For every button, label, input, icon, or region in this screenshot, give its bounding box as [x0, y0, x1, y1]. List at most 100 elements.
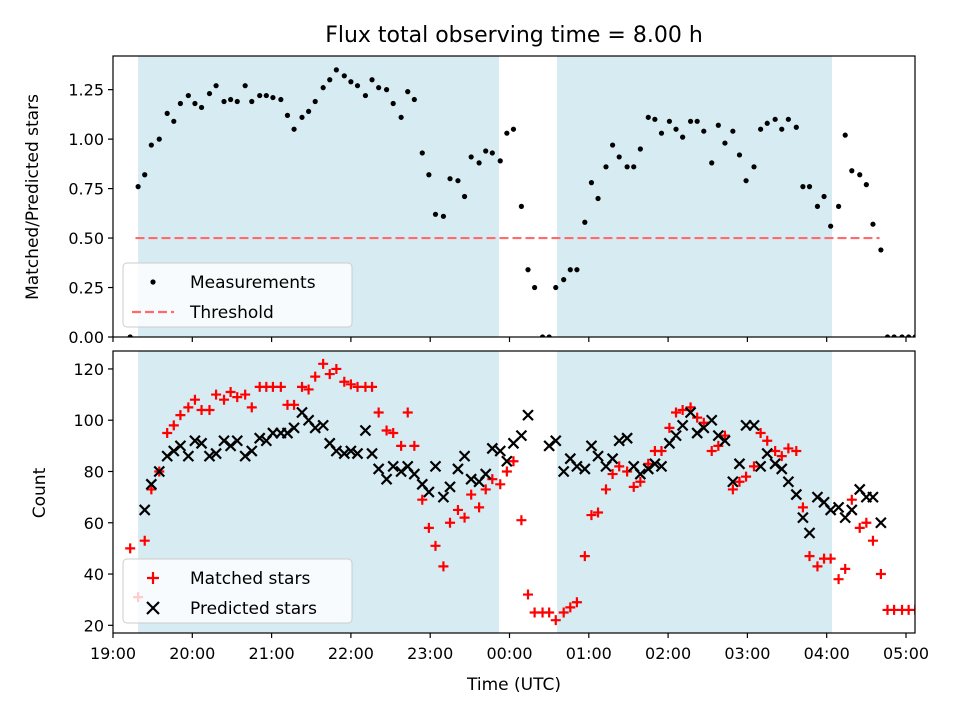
top-y-tick-label: 0.00 [68, 328, 104, 347]
matched-star-point [423, 522, 434, 533]
legend-label: Predicted stars [190, 599, 317, 619]
measurement-point [320, 85, 326, 91]
matched-star-point [501, 466, 512, 477]
top-shaded-interval [557, 56, 832, 337]
measurement-point [127, 334, 133, 337]
measurement-point [198, 104, 205, 111]
measurement-point [715, 122, 721, 128]
matched-star-point [373, 407, 384, 418]
measurement-point [793, 124, 799, 130]
predicted-star-point [549, 434, 562, 447]
matched-star-point [396, 440, 407, 451]
measurement-point [468, 154, 474, 160]
x-tick-label: 20:00 [169, 644, 215, 663]
measurement-point [609, 142, 616, 148]
matched-star-point [719, 430, 730, 441]
matched-star-point [925, 605, 935, 615]
measurement-point [637, 146, 643, 152]
predicted-star-point [452, 463, 464, 475]
measurement-point [234, 98, 240, 105]
measurement-point [327, 77, 333, 83]
measurement-point [821, 193, 827, 200]
measurement-point [645, 114, 651, 120]
measurement-point [164, 110, 170, 116]
measurement-point [687, 118, 694, 124]
matched-star-point [175, 410, 186, 421]
top-panel-ratio: 0.00 0.25 0.50 0.75 1.00 1.25 Measurements Thre… [68, 55, 916, 347]
predicted-star-point [182, 450, 195, 462]
measurement-point [148, 142, 154, 148]
measurement-point [504, 130, 510, 136]
measurement-point [764, 120, 770, 126]
predicted-star-point [621, 432, 633, 444]
chart-title: Flux total observing time = 8.00 h [325, 23, 703, 48]
matched-star-point [600, 484, 611, 495]
matched-star-point [565, 602, 576, 613]
matched-star-point [409, 440, 420, 451]
predicted-star-point [705, 414, 718, 426]
x-tick-label: 00:00 [486, 644, 532, 663]
measurement-point [440, 213, 447, 219]
matched-star-point [275, 381, 286, 392]
measurement-point [489, 150, 495, 156]
legend-measurements-marker [150, 279, 156, 285]
measurement-point [354, 83, 361, 89]
matched-star-point [755, 428, 766, 439]
matched-star-point [246, 402, 257, 413]
measurement-point [553, 284, 559, 291]
measurement-point [376, 85, 382, 91]
matched-star-point [749, 461, 760, 472]
predicted-star-point [231, 434, 244, 447]
top-axes-frame [112, 55, 916, 338]
matched-star-point [452, 504, 463, 515]
measurement-point [631, 164, 637, 170]
matched-star-point [586, 510, 597, 521]
top-y-tick-label: 0.75 [68, 180, 104, 199]
measurement-point [532, 284, 538, 291]
legend-predicted-marker [146, 601, 160, 615]
matched-star-point [741, 471, 752, 482]
predicted-star-point [557, 465, 570, 478]
matched-star-point [685, 402, 696, 413]
legend-matched-marker [147, 572, 159, 584]
measurement-point [652, 116, 658, 122]
predicted-star-point [501, 455, 513, 468]
matched-star-point [430, 540, 441, 551]
measurement-point [709, 160, 715, 166]
matched-star-point [854, 522, 865, 533]
measurement-point [658, 130, 665, 136]
measurement-point [835, 203, 842, 209]
measurement-point [694, 118, 700, 124]
matched-star-point [219, 394, 230, 405]
matched-star-point [918, 605, 928, 615]
bottom-y-tick-label: 120 [73, 360, 104, 379]
predicted-star-point [288, 422, 300, 434]
measurement-point [228, 96, 234, 103]
matched-star-point [571, 597, 582, 608]
x-tick-label: 05:00 [883, 644, 929, 663]
measurement-point [299, 114, 305, 120]
predicted-star-point [790, 488, 803, 501]
matched-star-point [846, 494, 857, 505]
predicted-star-point [782, 475, 795, 488]
measurement-point [270, 94, 276, 101]
measurement-point [341, 73, 347, 79]
measurement-point [800, 184, 806, 190]
predicted-star-point [138, 504, 151, 516]
matched-star-point [388, 428, 399, 439]
matched-star-point [558, 607, 569, 618]
measurement-point [561, 277, 567, 283]
measurement-point [785, 116, 791, 122]
measurement-point [135, 184, 141, 190]
measurement-point [806, 184, 813, 190]
matched-star-point [189, 394, 200, 405]
matched-star-point [656, 445, 667, 456]
predicted-star-point [748, 419, 760, 432]
matched-star-point [240, 389, 251, 400]
predicted-star-point [330, 445, 343, 457]
matched-star-point [706, 445, 717, 456]
measurement-point [390, 100, 396, 107]
measurement-point [814, 203, 821, 209]
top-y-tick-label: 0.25 [68, 279, 104, 298]
matched-star-point [607, 469, 618, 480]
